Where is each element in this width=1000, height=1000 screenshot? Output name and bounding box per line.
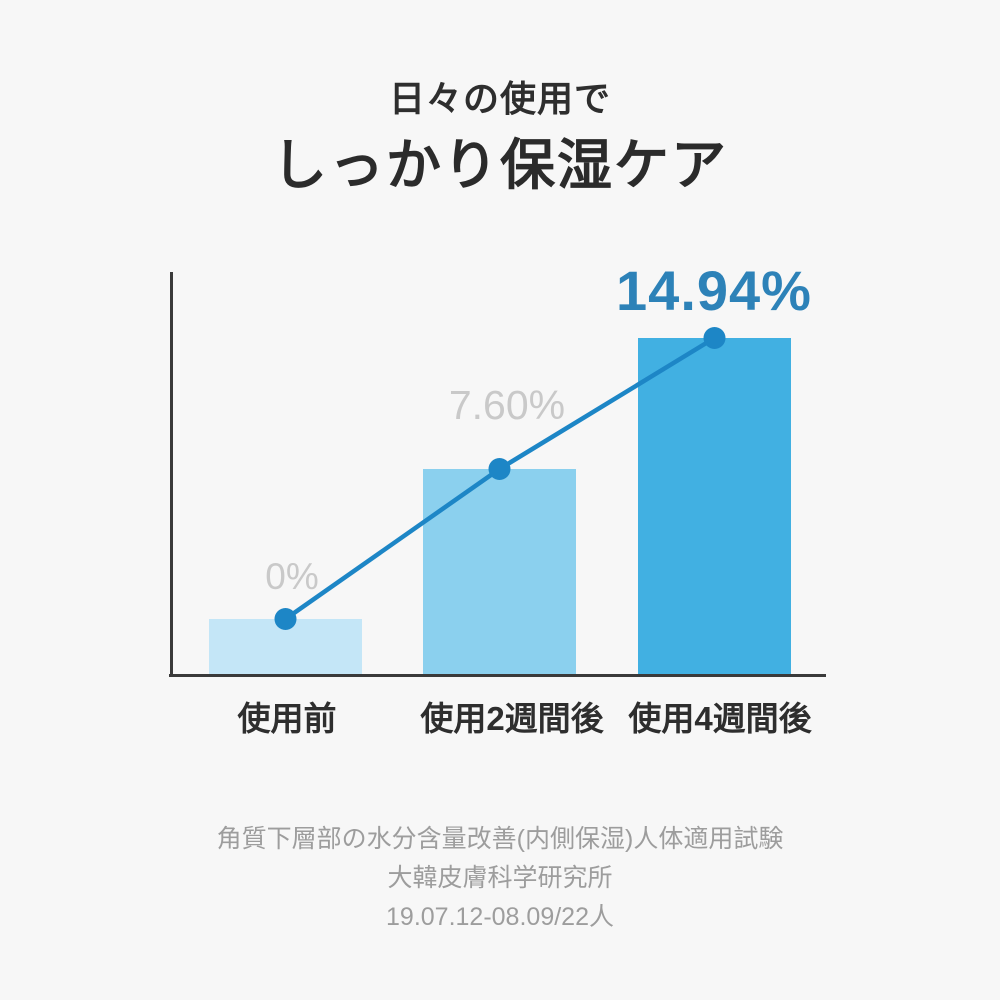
category-label-after-4-weeks: 使用4週間後 <box>628 700 812 737</box>
value-label-before-use: 0% <box>265 556 319 597</box>
y-axis-line <box>170 272 173 677</box>
study-note-line2: 大韓皮膚科学研究所 <box>387 864 613 892</box>
study-note-line3: 19.07.12-08.09/22人 <box>386 903 614 931</box>
bar-before-use <box>209 619 362 674</box>
study-note: 角質下層部の水分含量改善(内側保湿)人体適用試験 大韓皮膚科学研究所 19.07… <box>0 820 1000 937</box>
bar-after-2-weeks <box>423 469 576 674</box>
page-title: しっかり保湿ケア <box>271 134 728 196</box>
category-label-after-2-weeks: 使用2週間後 <box>420 700 604 737</box>
subtitle: 日々の使用で <box>388 78 611 119</box>
bar-after-4-weeks <box>638 338 791 674</box>
study-note-line1: 角質下層部の水分含量改善(内側保湿)人体適用試験 <box>216 825 784 853</box>
category-label-before-use: 使用前 <box>237 700 337 737</box>
x-axis-line <box>169 674 826 677</box>
value-label-after-4-weeks: 14.94% <box>616 259 812 322</box>
value-label-after-2-weeks: 7.60% <box>448 382 566 428</box>
